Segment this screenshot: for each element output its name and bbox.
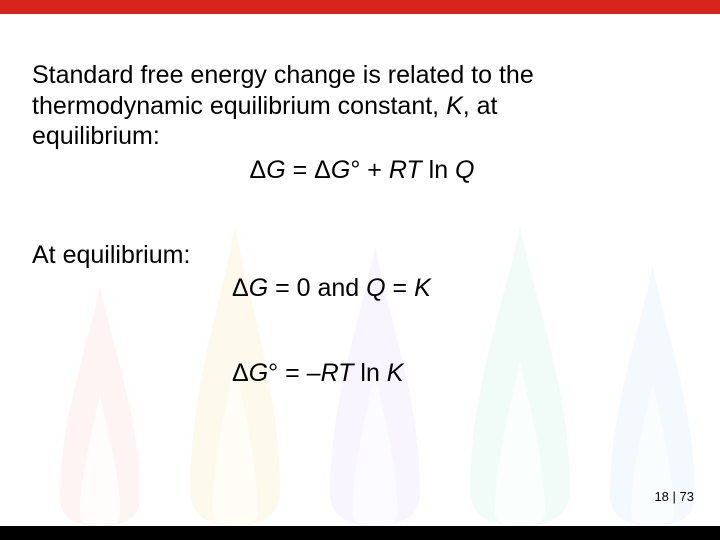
para-line3: equilibrium:: [32, 122, 160, 150]
para-line2b: , at: [463, 92, 498, 120]
para-k: K: [446, 92, 463, 120]
eq2-delta: Δ: [232, 274, 249, 302]
eq1-g2: G: [331, 156, 350, 184]
equation-2: ΔG = 0 and Q = K: [232, 274, 692, 303]
eq2-eq: =: [386, 274, 415, 302]
para-line1: Standard free energy change is related t…: [32, 61, 534, 89]
page-sep: |: [669, 489, 680, 504]
eq1-g1: G: [266, 156, 285, 184]
eq3-g: G: [249, 359, 268, 387]
flame-inner-4: [631, 383, 674, 526]
eq3-ln: ln: [353, 359, 386, 387]
eq2-q: Q: [366, 274, 385, 302]
equation-3: ΔG° = –RT ln K: [232, 359, 692, 388]
eq3-deg: ° = –: [268, 359, 320, 387]
top-accent-bar: [0, 0, 720, 14]
page-current: 18: [654, 489, 668, 504]
flame-inner-2: [353, 372, 398, 526]
eq2-k: K: [414, 274, 431, 302]
intro-paragraph: Standard free energy change is related t…: [32, 60, 692, 152]
eq1-rt: RT: [389, 156, 422, 184]
text-layer: Standard free energy change is related t…: [32, 60, 692, 388]
eq1-deg: ° +: [350, 156, 389, 184]
slide: Standard free energy change is related t…: [0, 0, 720, 540]
page-number: 18 | 73: [654, 489, 694, 504]
page-total: 73: [680, 489, 694, 504]
content-area: Standard free energy change is related t…: [0, 14, 720, 526]
eq1-ln: ln: [422, 156, 455, 184]
eq1-delta1: Δ: [250, 156, 267, 184]
flame-inner-0: [80, 394, 120, 526]
eq3-delta: Δ: [232, 359, 249, 387]
eq2-mid: = 0 and: [268, 274, 366, 302]
at-equilibrium-label: At equilibrium:: [32, 241, 692, 270]
eq1-q: Q: [455, 156, 474, 184]
eq3-k: K: [387, 359, 404, 387]
para-line2a: thermodynamic equilibrium constant,: [32, 92, 446, 120]
equation-1: ΔG = ΔG° + RT ln Q: [32, 156, 692, 185]
eq3-rt: RT: [321, 359, 354, 387]
eq2-g: G: [249, 274, 268, 302]
bottom-bar: [0, 526, 720, 540]
eq1-eq: = Δ: [286, 156, 331, 184]
